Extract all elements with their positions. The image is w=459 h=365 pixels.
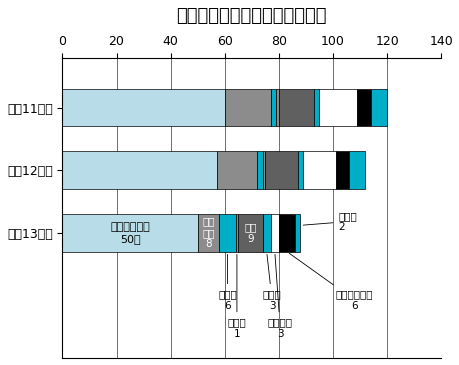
Bar [238,214,262,251]
Bar [216,151,257,189]
Bar [219,214,235,251]
Bar [348,151,364,189]
Bar [370,89,386,126]
Bar [319,89,357,126]
Text: その他
2: その他 2 [302,211,356,233]
Bar [235,214,238,251]
Bar [62,214,197,251]
Text: 工事・事業場
50件: 工事・事業場 50件 [110,222,150,244]
Text: 拡声機
3: 拡声機 3 [262,254,281,311]
Text: 家庭生活
3: 家庭生活 3 [267,254,292,339]
Bar [62,89,224,126]
Bar [270,89,275,126]
Text: 航空機
1: 航空機 1 [227,254,246,339]
Bar [257,151,262,189]
Bar [262,214,270,251]
Text: 建設
作業
8: 建設 作業 8 [202,216,214,249]
Bar [270,214,278,251]
Bar [275,89,278,126]
Bar [297,151,302,189]
Title: 騒音苦情の発生源別の申立状況: 騒音苦情の発生源別の申立状況 [176,7,326,25]
Text: アイドリング
6: アイドリング 6 [289,253,373,311]
Bar [265,151,297,189]
Bar [335,151,348,189]
Bar [302,151,335,189]
Bar [294,214,300,251]
Text: 営業
9: 営業 9 [244,222,256,244]
Bar [278,214,294,251]
Bar [313,89,319,126]
Bar [224,89,270,126]
Bar [197,214,219,251]
Text: 自動車
6: 自動車 6 [218,254,236,311]
Bar [357,89,370,126]
Bar [62,151,216,189]
Bar [278,89,313,126]
Bar [262,151,265,189]
